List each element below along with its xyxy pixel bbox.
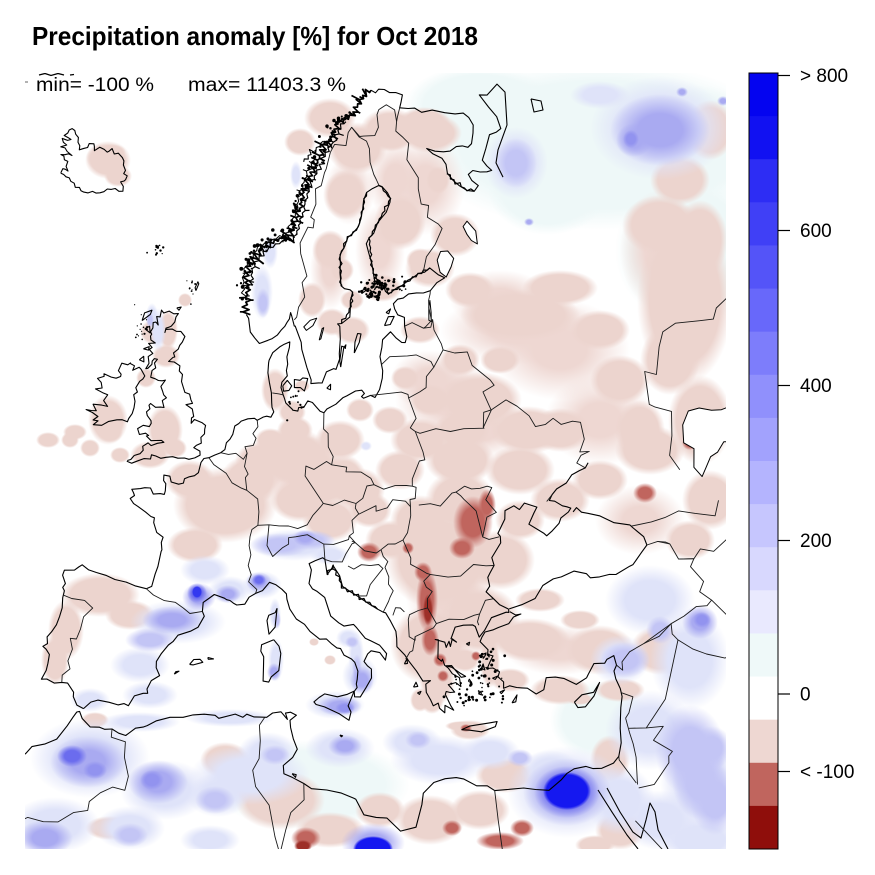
svg-text:> 800: > 800 — [800, 66, 848, 87]
svg-text:min= -100 %: min= -100 % — [36, 75, 154, 96]
svg-text:600: 600 — [800, 221, 832, 242]
svg-text:max= 11403.3 %: max= 11403.3 % — [188, 75, 346, 96]
svg-text:400: 400 — [800, 376, 832, 397]
svg-text:Precipitation anomaly [%] for: Precipitation anomaly [%] for Oct 2018 — [32, 21, 478, 51]
svg-text:200: 200 — [800, 531, 832, 552]
svg-text:0: 0 — [800, 685, 811, 706]
svg-text:< -100: < -100 — [800, 762, 854, 783]
